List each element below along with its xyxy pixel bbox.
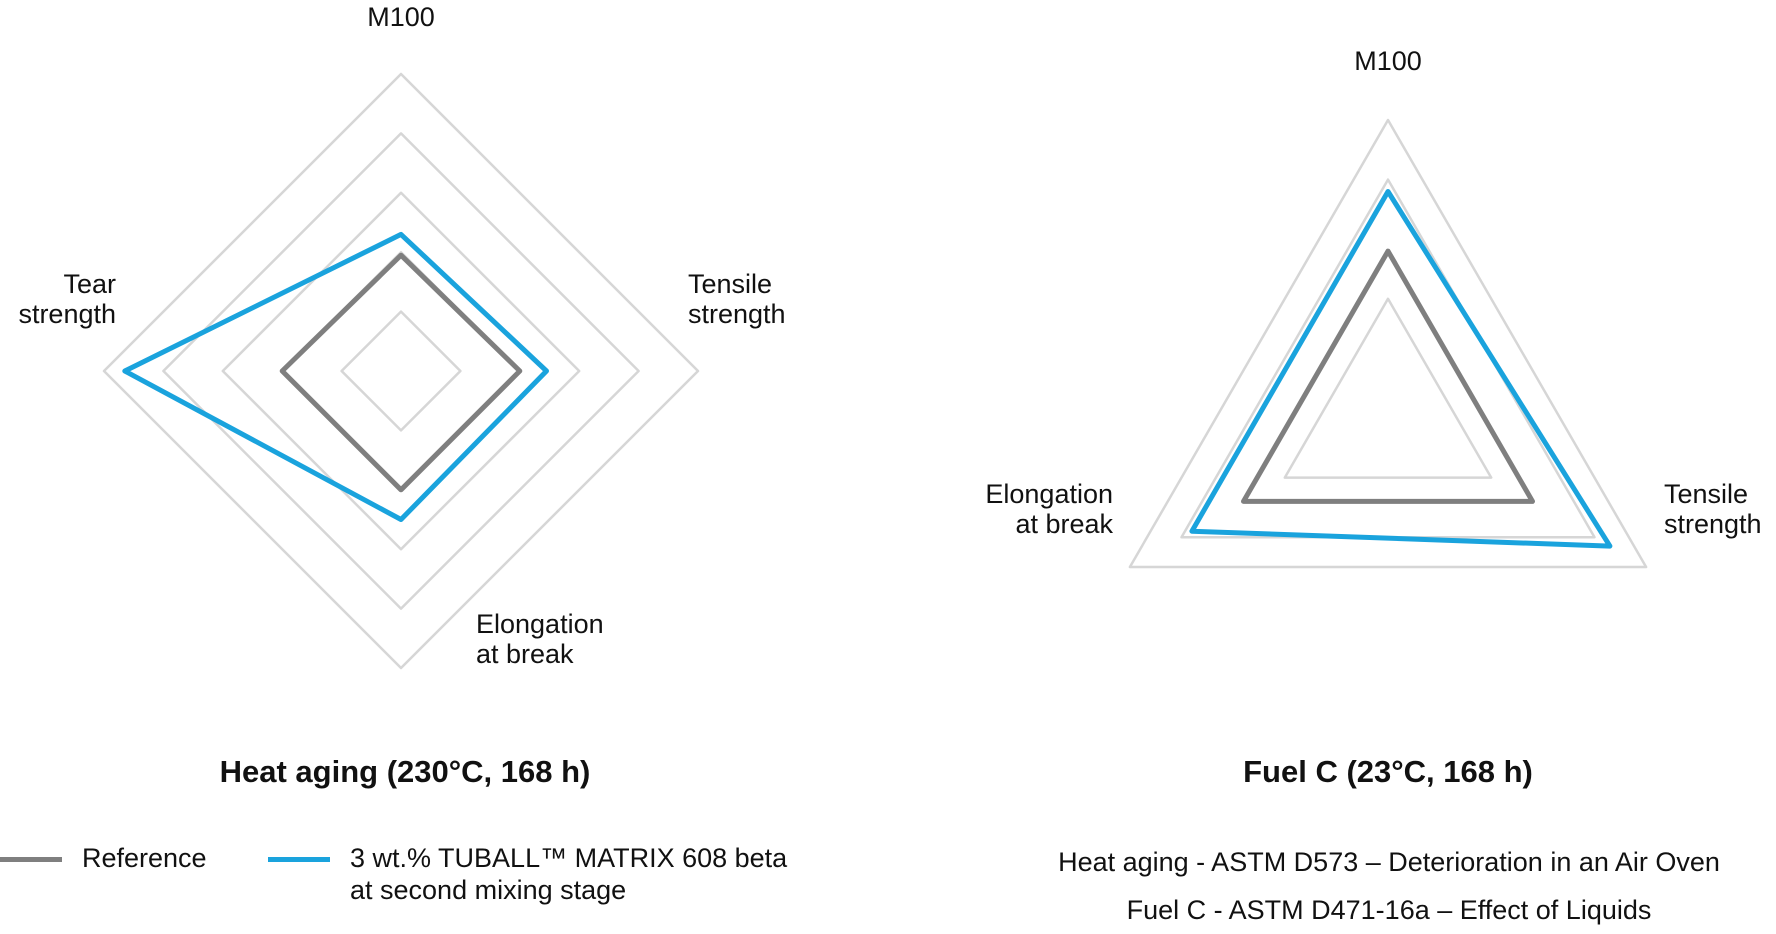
heat-aging-grid-ring [102, 72, 700, 670]
legend-swatch-tuball [268, 857, 330, 862]
axis-label-line: at break [476, 639, 574, 669]
axis-label-line: M100 [1354, 46, 1422, 76]
note-heat-aging: Heat aging - ASTM D573 – Deterioration i… [1058, 847, 1720, 877]
note-fuel-c: Fuel C - ASTM D471-16a – Effect of Liqui… [1126, 895, 1652, 925]
axis-label-line: Tensile [688, 269, 772, 299]
axis-label-line: Elongation [476, 609, 604, 639]
heat-aging-grid-ring [221, 191, 581, 551]
test-method-notes: Heat aging - ASTM D573 – Deterioration i… [1020, 838, 1758, 934]
axis-label-line: strength [1664, 509, 1762, 539]
heat-aging-grid-ring [340, 310, 462, 432]
fuel-c-grid-ring [1283, 297, 1493, 479]
fuel-c-series [1189, 189, 1613, 549]
heat-aging-axis-label: Elongation at break [476, 609, 604, 669]
heat-aging-series [122, 231, 549, 522]
fuel-c-radar: M100 Tensile strength Elongation at break Fu… [985, 46, 1761, 789]
heat-aging-grid [102, 72, 700, 670]
heat-aging-axis-label: M100 [367, 2, 435, 32]
axis-label-line: strength [18, 299, 116, 329]
heat-aging-axis-label: Tear strength [18, 269, 116, 329]
legend-swatch-reference [0, 857, 62, 862]
fuel-c-title: Fuel C (23°C, 168 h) [1243, 754, 1533, 789]
heat-aging-axis-label: Tensile strength [688, 269, 786, 329]
heat-aging-grid-ring [162, 132, 640, 610]
axis-label-line: Elongation [985, 479, 1113, 509]
fuel-c-axis-label: Elongation at break [985, 479, 1113, 539]
axis-label-line: Tear [63, 269, 116, 299]
heat-aging-series-reference [279, 252, 523, 493]
legend-label-line: 3 wt.% TUBALL™ MATRIX 608 beta [350, 843, 788, 873]
heat-aging-grid-ring [280, 250, 522, 492]
fuel-c-axis-labels: M100 Tensile strength Elongation at break [985, 46, 1761, 539]
fuel-c-axis-label: Tensile strength [1664, 479, 1762, 539]
fuel-c-axis-label: M100 [1354, 46, 1422, 76]
legend-label-tuball: 3 wt.% TUBALL™ MATRIX 608 beta at second… [350, 842, 787, 906]
legend-label-line: Reference [82, 843, 207, 873]
axis-label-line: strength [688, 299, 786, 329]
fuel-c-grid-ring [1180, 178, 1596, 539]
axis-label-line: at break [1015, 509, 1113, 539]
legend-label-line: at second mixing stage [350, 875, 627, 905]
axis-label-line: Tensile [1664, 479, 1748, 509]
heat-aging-title: Heat aging (230°C, 168 h) [220, 754, 591, 789]
fuel-c-series-reference [1241, 248, 1535, 504]
axis-label-line: M100 [367, 2, 435, 32]
heat-aging-series-tuball [122, 231, 549, 522]
fuel-c-series-tuball [1189, 189, 1613, 549]
fuel-c-grid-ring [1128, 118, 1648, 569]
legend-label-reference: Reference [82, 842, 207, 874]
